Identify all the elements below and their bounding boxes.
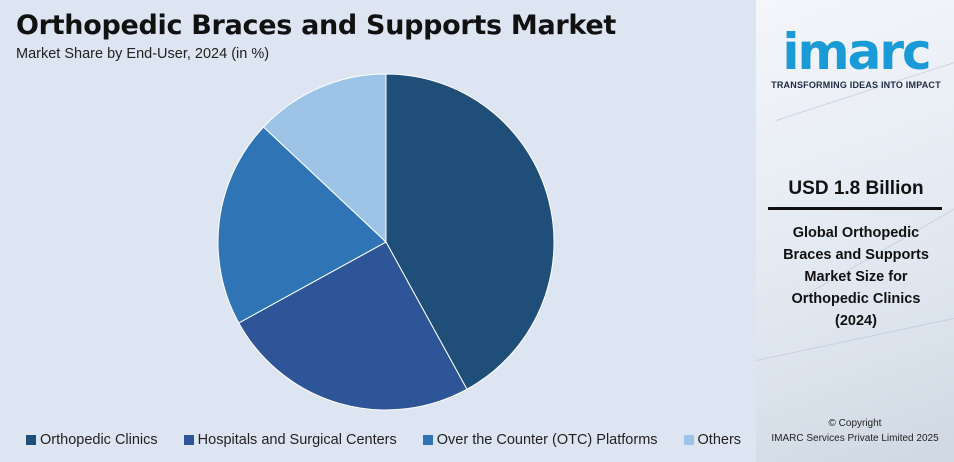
legend-label: Over the Counter (OTC) Platforms: [436, 432, 658, 448]
pie-slice-others: [262, 73, 387, 244]
copyright-line: © Copyright: [828, 418, 882, 429]
legend-item: Hospitals and Surgical Centers: [183, 432, 397, 448]
chart-subtitle: Market Share by End-User, 2024 (in %): [16, 46, 270, 62]
legend-label: Orthopedic Clinics: [40, 432, 158, 448]
description-line: Braces and Supports: [783, 247, 929, 263]
description-line: Global Orthopedic: [792, 225, 920, 241]
logo-text: imarc: [782, 23, 931, 81]
description-line: (2024): [835, 313, 877, 329]
pie-slice-hospitals-and-surgical-centers: [238, 241, 468, 411]
description-line: Market Size for: [804, 269, 908, 285]
divider: [768, 207, 942, 210]
legend-item: Over the Counter (OTC) Platforms: [422, 432, 658, 448]
chart-legend: Orthopedic Clinics Hospitals and Surgical…: [26, 431, 741, 449]
legend-swatch: [183, 435, 194, 445]
legend-swatch: [422, 435, 433, 445]
info-sidebar: imarc TRANSFORMING IDEAS INTO IMPACT USD…: [756, 0, 954, 462]
legend-item: Orthopedic Clinics: [26, 432, 158, 448]
legend-swatch: [26, 435, 36, 445]
legend-item: Others: [683, 432, 742, 448]
market-description: Global Orthopedic Braces and Supports Ma…: [766, 222, 946, 332]
imarc-logo: imarc TRANSFORMING IDEAS INTO IMPACT: [766, 26, 946, 90]
legend-swatch: [683, 435, 694, 445]
chart-title: Orthopedic Braces and Supports Market: [16, 10, 616, 41]
copyright-line: IMARC Services Private Limited 2025: [771, 433, 939, 444]
copyright: © Copyright IMARC Services Private Limit…: [760, 416, 950, 446]
pie-slice-over-the-counter-otc-platforms: [217, 126, 387, 324]
logo-tagline: TRANSFORMING IDEAS INTO IMPACT: [771, 80, 941, 90]
chart-panel: Orthopedic Braces and Supports Market Ma…: [16, 10, 742, 449]
legend-label: Others: [697, 432, 742, 448]
pie-chart: [217, 73, 555, 411]
market-value: USD 1.8 Billion: [788, 178, 924, 199]
pie-slice-orthopedic-clinics: [385, 73, 555, 390]
description-line: Orthopedic Clinics: [791, 291, 921, 307]
legend-label: Hospitals and Surgical Centers: [197, 432, 397, 448]
